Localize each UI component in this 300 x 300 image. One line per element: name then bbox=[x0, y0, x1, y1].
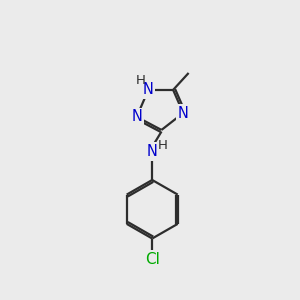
Text: N: N bbox=[178, 106, 189, 121]
Text: H: H bbox=[136, 74, 146, 87]
Text: Cl: Cl bbox=[145, 252, 160, 267]
Text: H: H bbox=[158, 139, 168, 152]
Text: N: N bbox=[143, 82, 154, 98]
Text: N: N bbox=[147, 144, 158, 159]
Text: N: N bbox=[131, 110, 142, 124]
